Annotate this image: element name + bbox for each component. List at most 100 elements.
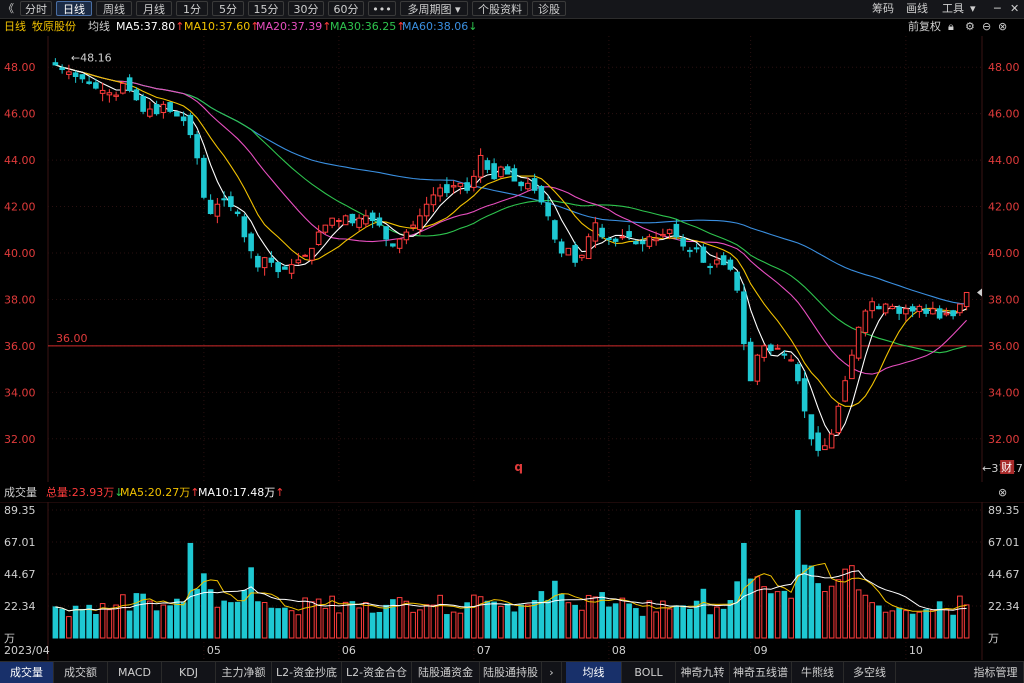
volume-bar <box>396 597 403 639</box>
volume-bar <box>133 593 140 639</box>
candle-body <box>781 353 788 356</box>
candle-body <box>707 265 713 268</box>
tab-weekly[interactable]: 周线 <box>96 1 132 16</box>
stock-name[interactable]: 牧原股份 <box>32 20 76 33</box>
period-dropdown[interactable]: 多周期图 ▾ <box>400 1 468 16</box>
adjust-mode-button[interactable]: 前复权 <box>908 20 941 33</box>
chevron-right-icon[interactable]: › <box>542 662 562 683</box>
tab-15min[interactable]: 15分 <box>248 1 284 16</box>
settings-icon[interactable]: ⚙ <box>965 20 975 33</box>
volume-bar <box>957 595 963 639</box>
tab-indicator-manage[interactable]: 指标管理 <box>968 662 1024 683</box>
minus-icon[interactable]: ⊖ <box>982 20 992 33</box>
volume-bar <box>147 600 153 639</box>
candle-body <box>403 231 410 241</box>
volume-chart[interactable]: 89.35 89.35 67.01 67.01 44.67 44.67 22.34 22.34… <box>0 502 1024 660</box>
minimize-icon[interactable]: ─ <box>994 2 1001 15</box>
tab-ma[interactable]: 均线 <box>566 662 622 683</box>
candle-body <box>869 301 875 312</box>
lock-icon[interactable]: 🔒︎ <box>948 20 954 33</box>
volume-bar <box>963 604 970 639</box>
tab-daily[interactable]: 日线 <box>56 1 92 16</box>
tab-boll[interactable]: BOLL <box>622 662 676 683</box>
candle-body <box>950 310 956 317</box>
candle <box>275 261 281 279</box>
tab-5min[interactable]: 5分 <box>212 1 244 16</box>
tab-volume[interactable]: 成交量 <box>0 662 54 683</box>
arrow-up-icon: ↑ <box>250 20 260 33</box>
candle <box>106 89 113 103</box>
candle <box>545 195 551 221</box>
tab-60min[interactable]: 60分 <box>328 1 364 16</box>
ma60-value: MA60:38.06↓ <box>402 19 477 35</box>
close-circle-icon[interactable]: ⊗ <box>998 20 1008 33</box>
candle <box>93 78 99 90</box>
more-icon[interactable]: ••• <box>368 1 396 16</box>
tab-northbound-funds[interactable]: 陆股通资金 <box>412 662 480 683</box>
candle-body <box>464 182 470 191</box>
candle <box>741 283 747 351</box>
candle <box>295 252 302 265</box>
tab-monthly[interactable]: 月线 <box>136 1 172 16</box>
diagnose-button[interactable]: 诊股 <box>532 1 566 16</box>
volume-bar <box>174 598 180 639</box>
candle-body <box>106 92 113 96</box>
kline-chart[interactable]: 36.00 48.00 48.00 46.00 46.00 44.00 44.00 42.0… <box>0 36 1024 482</box>
tools-button[interactable]: 工具 <box>942 2 964 15</box>
tab-1min[interactable]: 1分 <box>176 1 208 16</box>
y-tick-label-left: 46.00 <box>4 108 36 121</box>
volume-bar <box>275 608 281 639</box>
volume-bar <box>599 592 605 639</box>
tab-main-net[interactable]: 主力净额 <box>216 662 272 683</box>
tab-turnover[interactable]: 成交额 <box>54 662 108 683</box>
tools-dropdown-icon[interactable]: ▾ <box>970 2 976 15</box>
candle <box>234 209 241 217</box>
indicator-tab-bar: 成交量 成交额 MACD KDJ 主力净额 L2-资金抄底 L2-资金合仓 陆股… <box>0 661 1024 683</box>
candle-body <box>261 257 268 269</box>
candle <box>889 303 896 310</box>
candle <box>167 101 173 114</box>
ma-lines <box>55 64 968 437</box>
candle <box>903 304 909 322</box>
tab-bull-bear[interactable]: 牛熊线 <box>792 662 844 683</box>
candle-body <box>99 89 106 94</box>
candle-body <box>309 247 315 261</box>
tab-long-short[interactable]: 多空线 <box>844 662 896 683</box>
tab-l2-bottom[interactable]: L2-资金抄底 <box>272 662 342 683</box>
volume-bars <box>52 510 970 639</box>
candle-body <box>741 291 747 345</box>
tab-macd[interactable]: MACD <box>108 662 162 683</box>
candle <box>457 182 464 195</box>
tab-l2-position[interactable]: L2-资金合仓 <box>342 662 412 683</box>
candle-body <box>673 223 680 238</box>
candle-body <box>646 236 653 247</box>
tab-30min[interactable]: 30分 <box>288 1 324 16</box>
volume-bar <box>707 614 713 639</box>
candle-body <box>727 259 734 270</box>
close-circle-icon[interactable]: ⊗ <box>998 486 1008 499</box>
ma-label[interactable]: 均线 <box>88 20 110 33</box>
volume-bar <box>889 610 896 639</box>
tab-five-lines[interactable]: 神奇五线谱 <box>730 662 792 683</box>
tab-kdj[interactable]: KDJ <box>162 662 216 683</box>
volume-bar <box>693 600 700 639</box>
tab-northbound-holdings[interactable]: 陆股通持股 <box>480 662 542 683</box>
candle <box>288 258 295 279</box>
draw-line-button[interactable]: 画线 <box>906 2 928 15</box>
tab-td9[interactable]: 神奇九转 <box>676 662 730 683</box>
candle-body <box>511 168 518 182</box>
tab-intraday[interactable]: 分时 <box>20 1 52 16</box>
candle-body <box>356 217 362 228</box>
y-tick-label-right: 44.00 <box>988 154 1020 167</box>
close-icon[interactable]: ✕ <box>1010 2 1020 15</box>
candle <box>282 264 288 270</box>
back-icon[interactable]: 《 <box>3 2 14 15</box>
volume-y-tick-right: 89.35 <box>988 504 1020 517</box>
chips-button[interactable]: 筹码 <box>872 2 894 15</box>
candle-body <box>126 77 133 91</box>
stock-info-button[interactable]: 个股资料 <box>472 1 528 16</box>
volume-bar <box>322 607 329 639</box>
volume-bar <box>66 616 72 639</box>
candle <box>504 164 511 175</box>
x-tick-label: 06 <box>342 644 356 657</box>
